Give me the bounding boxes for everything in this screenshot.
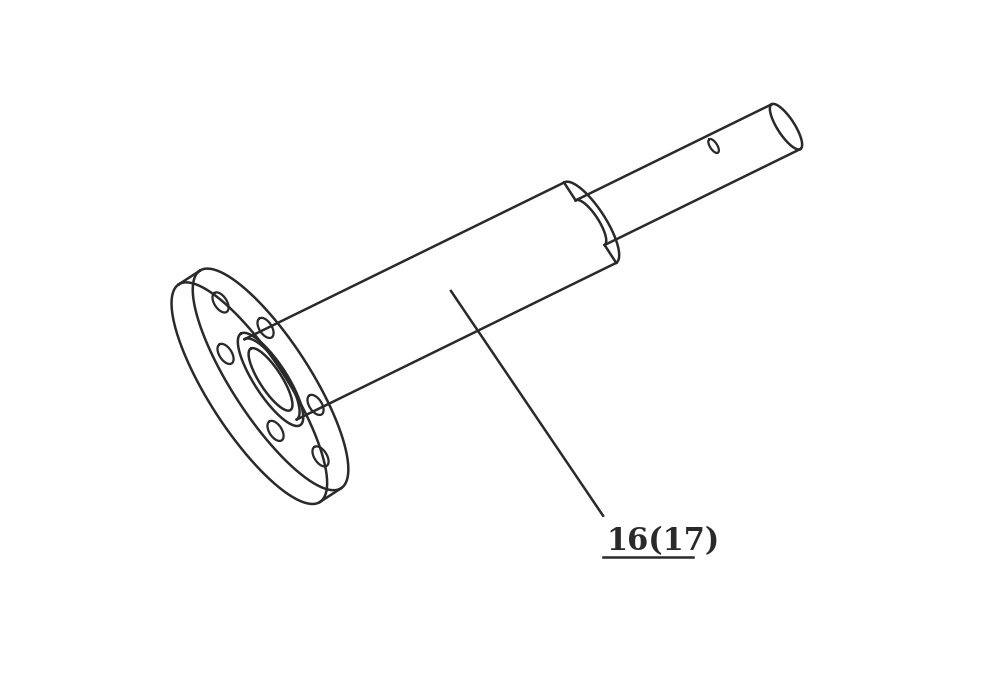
Text: 16(17): 16(17) [606,526,720,557]
